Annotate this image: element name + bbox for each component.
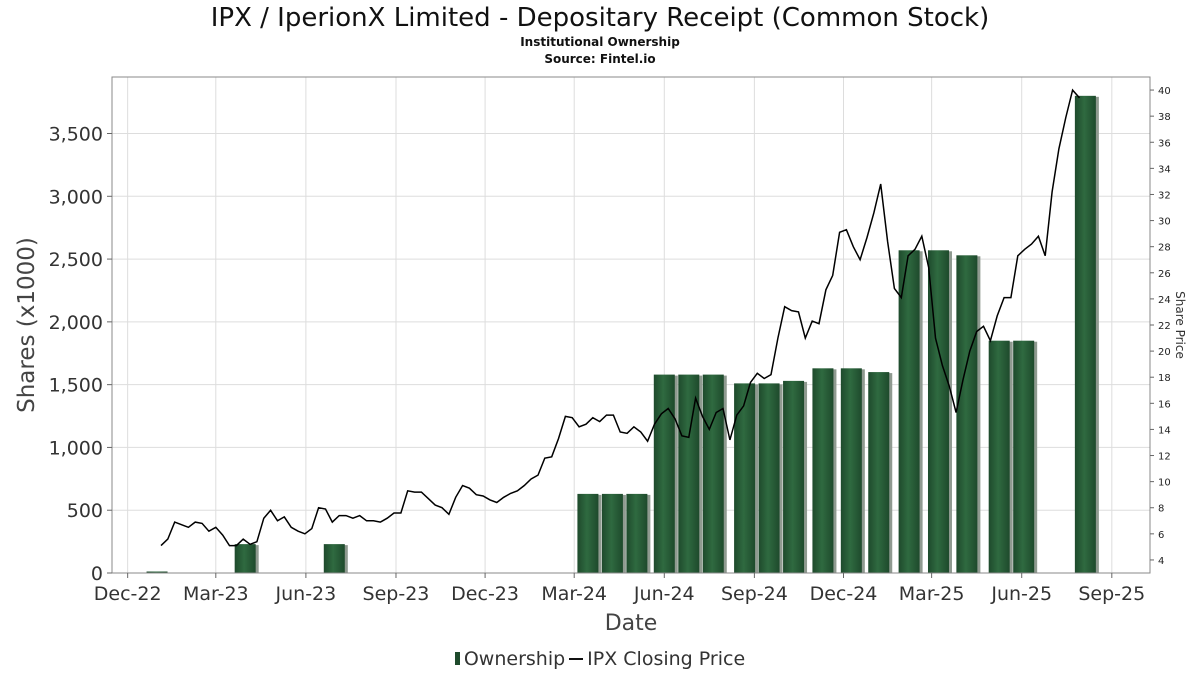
ownership-bar xyxy=(146,571,168,573)
y2-tick-label: 36 xyxy=(1158,138,1171,149)
ownership-bar xyxy=(868,372,890,573)
x-tick-label: Jun-23 xyxy=(275,583,337,605)
y2-tick-label: 24 xyxy=(1158,295,1171,306)
x-tick-label: Sep-25 xyxy=(1078,583,1145,605)
ownership-bar xyxy=(812,368,834,573)
y2-tick-label: 26 xyxy=(1158,269,1171,280)
legend-ownership-label: Ownership xyxy=(463,647,566,670)
x-tick-label: Jun-24 xyxy=(633,583,695,605)
y-tick-label: 500 xyxy=(67,500,103,522)
chart-legend: Ownership IPX Closing Price xyxy=(0,647,1200,670)
y2-tick-label: 10 xyxy=(1158,478,1171,489)
x-axis-label: Date xyxy=(605,611,658,636)
y2-tick-label: 28 xyxy=(1158,243,1171,254)
right-axis-ticks: 4 6 8 10 12 14 16 18 20 22 24 26 28 30 32 34 36 38 40 xyxy=(1150,86,1171,567)
y2-tick-label: 38 xyxy=(1158,112,1171,123)
legend-price-label: IPX Closing Price xyxy=(587,647,746,670)
ownership-bar xyxy=(626,493,648,573)
chart-title: IPX / IperionX Limited - Depositary Rece… xyxy=(210,3,990,33)
y-tick-label: 1,000 xyxy=(49,437,103,459)
y2-tick-label: 34 xyxy=(1158,164,1171,175)
ownership-bar xyxy=(927,250,949,573)
ownership-bar xyxy=(323,544,345,573)
ownership-bars xyxy=(146,95,1099,574)
y2-tick-label: 30 xyxy=(1158,217,1171,228)
x-tick-label: Mar-23 xyxy=(183,583,249,605)
x-tick-label: Sep-24 xyxy=(721,583,788,605)
ownership-bar xyxy=(898,250,920,573)
ownership-bar xyxy=(956,255,978,574)
y2-tick-label: 22 xyxy=(1158,321,1171,332)
left-axis-ticks: 0 500 1,000 1,500 2,000 2,500 3,000 3,500 xyxy=(49,124,112,585)
x-tick-label: Mar-24 xyxy=(541,583,607,605)
ownership-bar xyxy=(1013,340,1035,573)
ownership-bar xyxy=(653,374,675,573)
y2-tick-label: 4 xyxy=(1158,556,1164,567)
y-tick-label: 1,500 xyxy=(49,375,103,397)
y2-tick-label: 40 xyxy=(1158,86,1171,97)
y2-tick-label: 8 xyxy=(1158,504,1164,515)
ownership-bar xyxy=(988,340,1010,573)
y-axis-label: Shares (x1000) xyxy=(14,237,40,413)
x-axis-ticks: Dec-22 Mar-23 Jun-23 Sep-23 Dec-23 Mar-24 Jun-… xyxy=(94,573,1145,605)
y-tick-label: 3,500 xyxy=(49,124,103,146)
x-tick-label: Dec-23 xyxy=(451,583,519,605)
ownership-bar xyxy=(758,383,780,573)
ownership-bar xyxy=(577,493,599,573)
y2-tick-label: 14 xyxy=(1158,425,1171,436)
y2-tick-label: 6 xyxy=(1158,530,1164,541)
x-tick-label: Jun-25 xyxy=(990,583,1052,605)
ownership-bar xyxy=(678,374,700,573)
y-tick-label: 3,000 xyxy=(49,186,103,208)
x-tick-label: Mar-25 xyxy=(899,583,965,605)
ownership-bar xyxy=(1074,95,1096,573)
x-tick-label: Dec-22 xyxy=(94,583,162,605)
ownership-bar xyxy=(734,383,756,573)
chart-subtitle: Institutional Ownership xyxy=(520,35,680,49)
ownership-bar xyxy=(702,374,724,573)
price-line-layer xyxy=(160,88,1081,547)
y2-axis-label: Share Price xyxy=(1173,291,1187,359)
x-tick-label: Dec-24 xyxy=(810,583,878,605)
ownership-bar xyxy=(234,544,256,573)
y2-tick-label: 16 xyxy=(1158,399,1171,410)
y-tick-label: 0 xyxy=(91,563,103,585)
y2-tick-label: 12 xyxy=(1158,452,1171,463)
chart-source: Source: Fintel.io xyxy=(544,52,656,66)
price-line xyxy=(160,88,1081,547)
x-tick-label: Sep-23 xyxy=(363,583,430,605)
y2-tick-label: 18 xyxy=(1158,373,1171,384)
y-tick-label: 2,000 xyxy=(49,312,103,334)
y-tick-label: 2,500 xyxy=(49,249,103,271)
y2-tick-label: 32 xyxy=(1158,190,1171,201)
y2-tick-label: 20 xyxy=(1158,347,1171,358)
ownership-bar xyxy=(783,380,805,573)
ownership-bar xyxy=(840,368,862,573)
ownership-bar xyxy=(601,493,623,573)
legend-price-swatch xyxy=(569,657,584,660)
legend-ownership-swatch xyxy=(454,652,460,665)
